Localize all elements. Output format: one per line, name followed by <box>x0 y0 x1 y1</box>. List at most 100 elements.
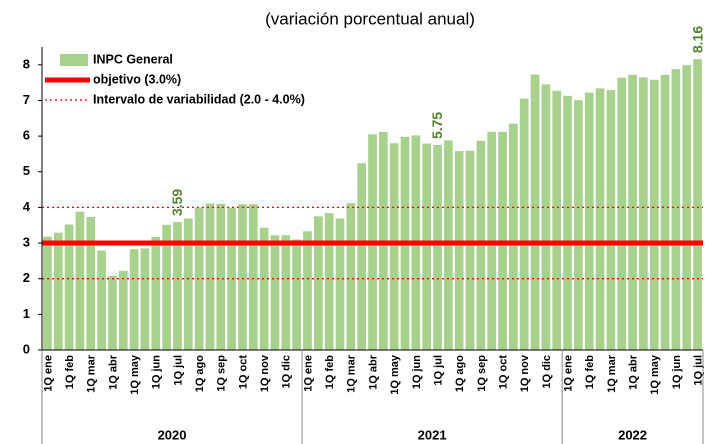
x-tick-label: 1Q jul <box>432 355 444 386</box>
bar <box>335 218 345 350</box>
bar <box>465 150 475 350</box>
x-tick-label: 1Q jul <box>172 355 184 386</box>
x-tick-label: 1Q mar <box>346 354 358 393</box>
bar <box>552 90 562 350</box>
y-tick-label: 1 <box>23 306 30 321</box>
x-tick-label: 1Q jul <box>692 355 704 386</box>
bar <box>140 248 150 350</box>
x-tick-label: 1Q may <box>389 354 401 395</box>
value-label: 5.75 <box>429 112 445 139</box>
bar <box>64 224 74 350</box>
bar <box>671 69 681 351</box>
bar <box>389 143 399 350</box>
x-tick-label: 1Q dic <box>541 355 553 389</box>
x-tick-label: 1Q feb <box>584 355 596 390</box>
bar <box>509 123 518 350</box>
legend-label: objetivo (3.0%) <box>93 72 181 86</box>
group-label: 2020 <box>158 427 187 442</box>
bar <box>248 204 258 350</box>
bar <box>151 236 161 350</box>
bar <box>433 145 442 350</box>
x-tick-label: 1Q may <box>129 354 141 395</box>
bar <box>86 217 96 350</box>
y-tick-label: 0 <box>23 341 30 356</box>
x-tick-label: 1Q abr <box>367 354 379 390</box>
bar <box>108 275 117 350</box>
bar <box>183 218 193 350</box>
bar <box>162 224 171 350</box>
bar <box>584 92 594 350</box>
x-tick-label: 1Q ago <box>194 355 206 393</box>
bar <box>682 65 692 351</box>
bar <box>422 143 432 350</box>
bar <box>43 236 52 350</box>
bar <box>270 235 280 350</box>
x-tick-label: 1Q nov <box>259 354 271 392</box>
y-tick-label: 8 <box>23 56 30 71</box>
x-tick-label: 1Q sep <box>216 355 228 392</box>
x-tick-label: 1Q oct <box>237 355 249 390</box>
bar <box>313 216 323 350</box>
x-tick-label: 1Q ene <box>562 355 574 392</box>
value-label: 3.59 <box>169 189 185 216</box>
bar <box>693 59 702 351</box>
x-tick-label: 1Q jun <box>151 355 163 390</box>
bar <box>606 90 616 351</box>
bar <box>227 207 236 350</box>
x-tick-label: 1Q ago <box>454 355 466 393</box>
bar <box>53 232 63 350</box>
group-label: 2021 <box>418 427 447 442</box>
bar <box>660 74 670 351</box>
bar <box>563 95 572 350</box>
x-tick-label: 1Q ene <box>42 355 54 392</box>
bar <box>259 227 269 350</box>
x-tick-label: 1Q jun <box>411 355 423 390</box>
bar <box>595 88 605 350</box>
x-tick-label: 1Q jun <box>671 355 683 390</box>
x-tick-label: 1Q sep <box>476 355 488 392</box>
bar <box>346 203 356 350</box>
x-tick-label: 1Q mar <box>86 354 98 393</box>
bar <box>541 84 551 350</box>
bar <box>238 204 247 350</box>
bar <box>194 207 204 350</box>
bar <box>292 239 301 350</box>
chart-subtitle: (variación porcentual anual) <box>265 9 475 28</box>
value-label: 8.16 <box>689 26 705 53</box>
x-tick-label: 1Q mar <box>606 354 618 393</box>
bar <box>357 163 366 350</box>
bar <box>173 222 182 350</box>
x-tick-label: 1Q nov <box>519 354 531 392</box>
bar <box>129 249 139 350</box>
x-tick-label: 1Q ene <box>302 355 314 392</box>
y-tick-label: 6 <box>23 128 30 143</box>
y-tick-label: 5 <box>23 163 30 178</box>
bar <box>628 74 637 351</box>
bar <box>118 270 128 350</box>
y-tick-label: 2 <box>23 270 30 285</box>
bar <box>649 79 659 351</box>
x-tick-label: 1Q feb <box>64 355 76 390</box>
x-tick-label: 1Q dic <box>281 355 293 389</box>
group-label: 2022 <box>618 427 647 442</box>
x-tick-label: 1Q abr <box>627 354 639 390</box>
bar <box>519 98 529 350</box>
x-tick-label: 1Q abr <box>107 354 119 390</box>
y-tick-label: 7 <box>23 92 30 107</box>
x-tick-label: 1Q feb <box>324 355 336 390</box>
x-tick-label: 1Q oct <box>497 355 509 390</box>
bar <box>205 203 215 350</box>
x-tick-label: 1Q may <box>649 354 661 395</box>
bar <box>97 250 106 350</box>
legend-label: Intervalo de variabilidad (2.0 - 4.0%) <box>93 92 305 106</box>
bar <box>216 203 226 350</box>
y-tick-label: 3 <box>23 234 30 249</box>
legend-swatch <box>60 54 88 66</box>
bar <box>617 77 627 351</box>
y-tick-label: 4 <box>23 199 31 214</box>
bar <box>639 77 648 351</box>
bar <box>574 100 583 350</box>
bar <box>454 151 464 350</box>
bar <box>75 211 85 350</box>
